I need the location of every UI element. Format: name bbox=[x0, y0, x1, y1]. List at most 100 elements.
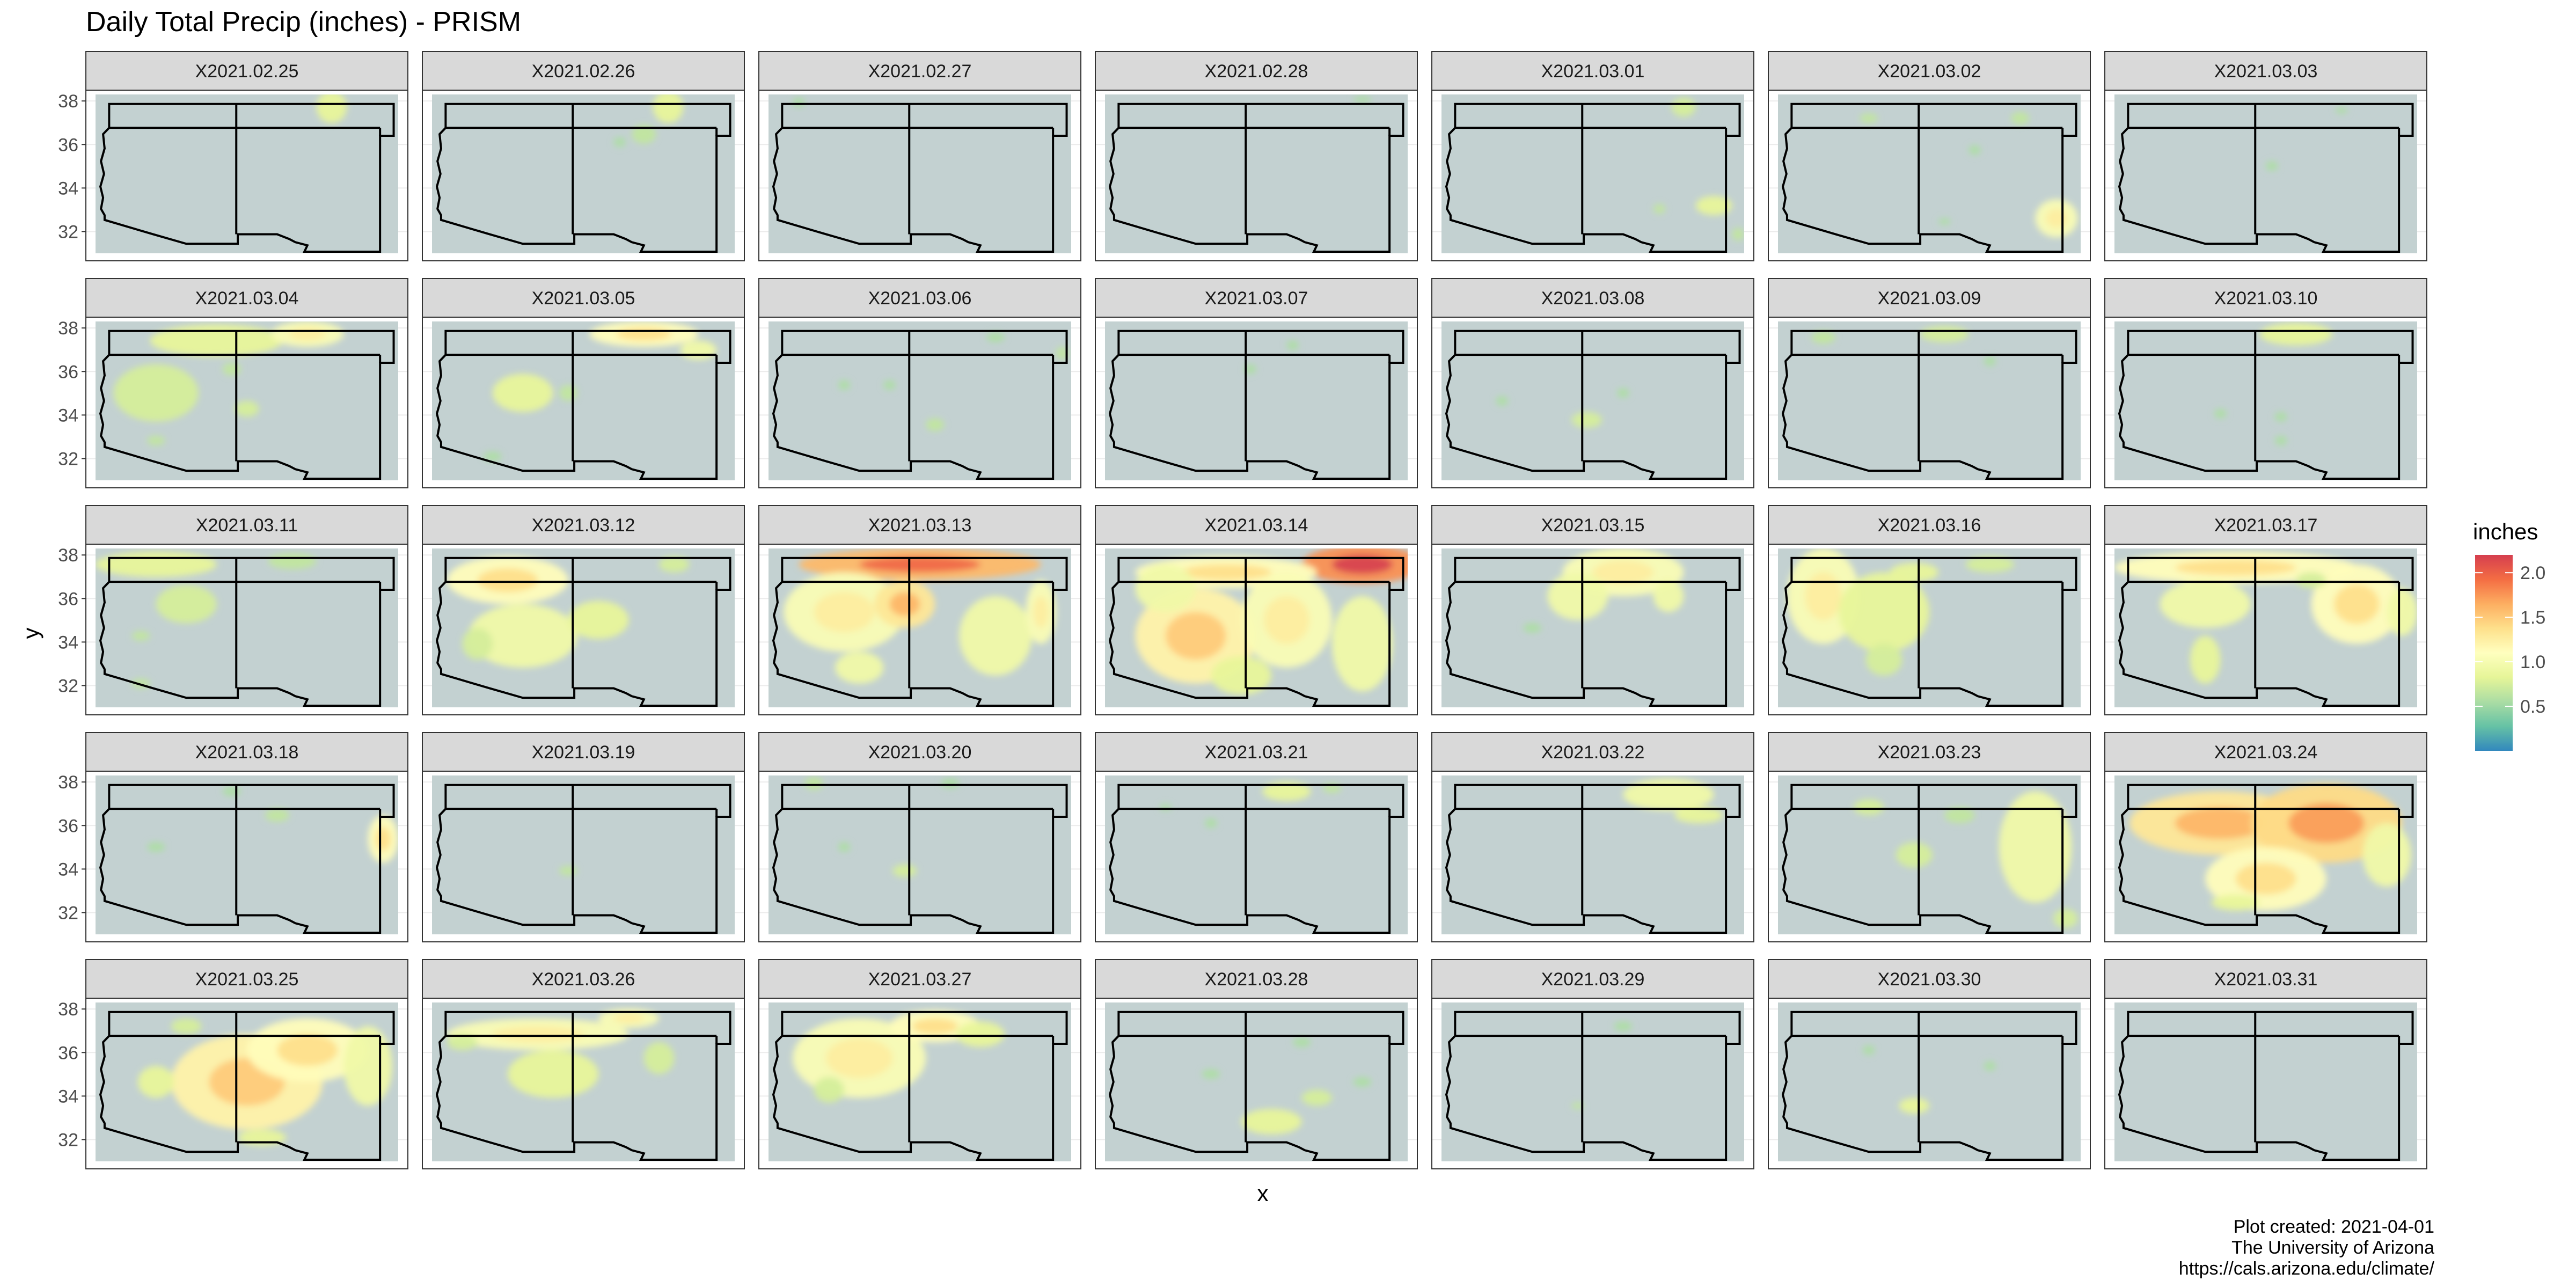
precip-map bbox=[96, 548, 398, 707]
facet-panel: X2021.03.21 bbox=[1095, 732, 1418, 942]
precip-cells bbox=[793, 97, 805, 107]
precip-cell bbox=[613, 1013, 644, 1023]
panel-border bbox=[422, 90, 745, 261]
y-tick-label: 36 bbox=[58, 816, 78, 836]
precip-cell bbox=[838, 842, 851, 852]
precip-map bbox=[1105, 321, 1408, 480]
precip-map bbox=[2114, 321, 2417, 480]
precip-cells bbox=[1202, 1037, 1372, 1135]
facet-strip-label: X2021.03.17 bbox=[2214, 515, 2318, 536]
precip-map bbox=[2114, 775, 2417, 934]
facet-strip-label: X2021.03.31 bbox=[2214, 969, 2318, 990]
panel-border bbox=[1768, 90, 2091, 261]
y-tick-label: 34 bbox=[58, 632, 78, 653]
precip-map bbox=[96, 321, 398, 480]
caption-line-1: Plot created: 2021-04-01 bbox=[2234, 1217, 2434, 1237]
facet-strip bbox=[758, 505, 1081, 545]
state-boundary bbox=[2119, 104, 2413, 252]
precip-cell bbox=[956, 1021, 1005, 1047]
facet-strip bbox=[85, 505, 408, 545]
panel-border bbox=[1431, 90, 1754, 261]
legend-ticks: 0.5 1.0 1.5 2.0 bbox=[2475, 563, 2545, 717]
facet-strip-label: X2021.03.29 bbox=[1541, 969, 1645, 990]
precip-cell bbox=[1838, 572, 1929, 652]
precip-cells bbox=[1862, 1045, 1996, 1114]
precip-map bbox=[1105, 1002, 1408, 1161]
no-precip-area bbox=[1441, 321, 1744, 480]
precip-map bbox=[1441, 548, 1744, 707]
panel-border bbox=[758, 771, 1081, 942]
precip-map bbox=[1105, 548, 1408, 707]
precip-cell bbox=[912, 1018, 958, 1035]
facet-strip bbox=[1095, 278, 1418, 318]
precip-cell bbox=[147, 436, 165, 445]
precip-map bbox=[1778, 1002, 2081, 1161]
precip-cell bbox=[1984, 1061, 1996, 1071]
y-tick-label: 34 bbox=[58, 178, 78, 199]
facet-strip bbox=[1095, 732, 1418, 772]
precip-cell bbox=[1890, 562, 1938, 582]
precip-cell bbox=[137, 1066, 174, 1098]
precip-cell bbox=[462, 628, 493, 660]
facet-strip-label: X2021.03.03 bbox=[2214, 61, 2318, 82]
precip-cell bbox=[1938, 218, 1951, 225]
facet-strip-label: X2021.03.21 bbox=[1205, 742, 1308, 763]
precip-cell bbox=[1896, 842, 1933, 868]
state-boundary bbox=[1783, 558, 2076, 706]
precip-cell bbox=[1033, 596, 1049, 628]
no-precip-area bbox=[769, 94, 1071, 253]
facet-strip bbox=[758, 732, 1081, 772]
precip-cells bbox=[1571, 1021, 1633, 1109]
precip-cells bbox=[1854, 791, 2078, 928]
precip-cell bbox=[859, 556, 980, 573]
y-tick-label: 36 bbox=[58, 135, 78, 155]
no-precip-area bbox=[2114, 321, 2417, 480]
precip-cell bbox=[2211, 895, 2260, 911]
precip-cell bbox=[1593, 560, 1653, 584]
precip-cell bbox=[2387, 588, 2417, 636]
facet-strip-label: X2021.03.13 bbox=[868, 515, 972, 536]
panel-border bbox=[1431, 771, 1754, 942]
facet-strip bbox=[2104, 278, 2427, 318]
precip-cell bbox=[2274, 412, 2287, 422]
precip-cell bbox=[1165, 612, 1226, 660]
precip-cell bbox=[316, 94, 347, 123]
no-precip-area bbox=[2114, 94, 2417, 253]
no-precip-area bbox=[432, 775, 735, 934]
precip-cell bbox=[986, 332, 1005, 342]
precip-cells bbox=[559, 866, 577, 876]
state-boundary bbox=[773, 104, 1067, 252]
facet-strip bbox=[1431, 959, 1754, 999]
facet-strip-label: X2021.03.14 bbox=[1205, 515, 1308, 536]
facet-panel: X2021.03.20 bbox=[758, 732, 1081, 942]
precip-cell bbox=[1332, 554, 1393, 574]
precip-cell bbox=[793, 97, 805, 107]
precip-cell bbox=[826, 1038, 893, 1078]
precip-cell bbox=[492, 1026, 583, 1042]
no-precip-area bbox=[1778, 94, 2081, 253]
y-tick-label: 32 bbox=[58, 449, 78, 469]
precip-cell bbox=[632, 125, 656, 144]
precip-cell bbox=[268, 553, 317, 569]
precip-cell bbox=[1262, 781, 1311, 801]
state-boundary bbox=[1110, 785, 1403, 933]
precip-cell bbox=[96, 551, 217, 577]
panel-border bbox=[85, 771, 408, 942]
precip-cell bbox=[2046, 209, 2067, 228]
legend-tick-label: 1.5 bbox=[2520, 608, 2545, 628]
panel-border bbox=[2104, 771, 2427, 942]
facet-strip bbox=[1095, 505, 1418, 545]
legend-colorbar bbox=[2475, 555, 2513, 751]
precip-cell bbox=[1181, 564, 1272, 581]
precip-map bbox=[432, 321, 735, 480]
y-tick-label: 32 bbox=[58, 1130, 78, 1150]
facet-panel: X2021.03.10 bbox=[2104, 278, 2427, 488]
y-tick-label: 38 bbox=[58, 999, 78, 1020]
precip-cell bbox=[1202, 1069, 1220, 1079]
y-axis-title: y bbox=[18, 628, 43, 639]
y-tick-label: 38 bbox=[58, 772, 78, 793]
x-axis-title: x bbox=[1257, 1181, 1269, 1206]
precip-cell bbox=[2011, 112, 2030, 125]
state-boundary bbox=[2119, 1012, 2413, 1160]
facet-panel: X2021.03.08 bbox=[1431, 278, 1754, 488]
